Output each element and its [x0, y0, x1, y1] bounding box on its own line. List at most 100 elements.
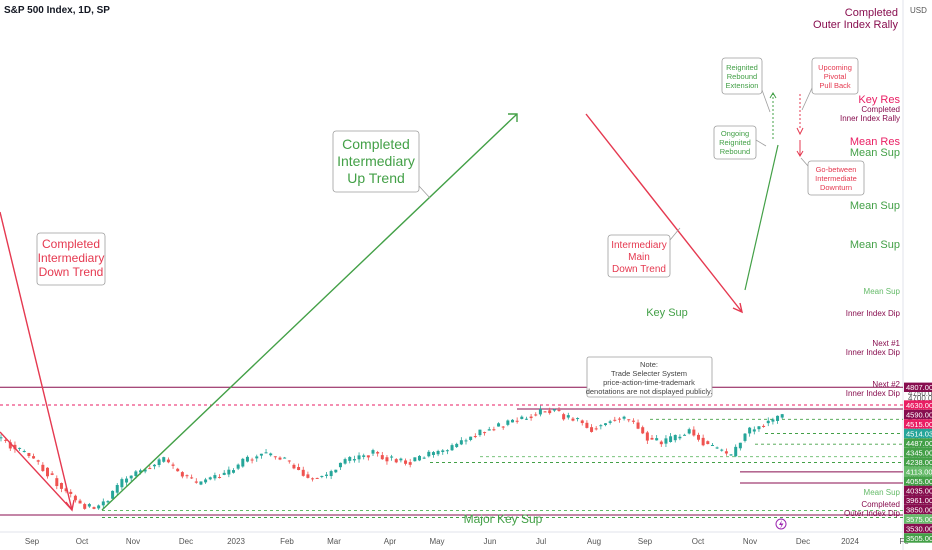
candle-body: [673, 434, 677, 441]
next1-label: Inner Index Dip: [846, 348, 901, 357]
callout-pointer: [755, 139, 767, 147]
candle-body: [273, 456, 277, 458]
callout-line: Reignited: [719, 138, 751, 147]
callout-pointer: [669, 227, 681, 241]
candle-body: [501, 426, 505, 428]
candle-body: [245, 456, 249, 462]
callout-pointer: [801, 87, 813, 111]
candle-body: [604, 423, 607, 426]
x-tick-label: Nov: [126, 537, 140, 546]
callout-box: [713, 125, 757, 160]
candle-body: [697, 434, 700, 440]
lightning-event-icon[interactable]: [775, 518, 787, 530]
callout-line: Rebound: [727, 72, 757, 81]
candle-body: [306, 474, 310, 478]
currency-label: USD: [910, 6, 927, 15]
candle-body: [724, 451, 728, 454]
price-label-text: 4113.00: [906, 467, 932, 476]
candle-body: [617, 418, 621, 420]
x-tick-label: Dec: [179, 537, 193, 546]
candle-body: [766, 420, 770, 424]
completed-up-trend-line: [101, 113, 518, 511]
x-tick-label: Nov: [743, 537, 757, 546]
callout-line: Intermediary: [611, 240, 667, 251]
price-label-text: 3575.00: [906, 515, 932, 524]
candle-body: [483, 432, 487, 434]
up-trend-arrowhead: [508, 113, 518, 122]
candle-body: [92, 507, 96, 509]
candle-body: [529, 416, 533, 419]
candle-body: [562, 414, 566, 420]
candle-body: [706, 441, 710, 445]
callout-box: [811, 57, 859, 95]
candle-body: [41, 464, 45, 471]
pullback-arrowhead: [796, 127, 804, 136]
x-tick-label: Oct: [692, 537, 705, 546]
candlestick-series: [0, 405, 784, 510]
candle-body: [524, 418, 528, 420]
mean-sup-label: Mean Sup: [850, 239, 900, 251]
candle-body: [641, 427, 645, 434]
callout-line: Extension: [726, 81, 759, 90]
candle-body: [325, 474, 328, 476]
candle-body: [73, 495, 77, 501]
go-between-arrowhead: [796, 150, 804, 157]
callout-completed-down: Completed Intermediary Down Trend: [36, 232, 106, 286]
price-label-tag: [904, 428, 932, 439]
candle-body: [301, 469, 305, 476]
candle-body: [622, 416, 626, 419]
extension-arrowhead: [769, 92, 777, 99]
candle-body: [152, 464, 156, 467]
candle-body: [357, 455, 361, 460]
x-tick-label: Feb: [280, 537, 294, 546]
callout-line: Downturn: [820, 183, 852, 192]
candle-body: [455, 443, 459, 448]
candle-body: [450, 445, 454, 451]
candle-body: [329, 471, 333, 477]
price-label-tag: [904, 466, 932, 477]
callout-line: Intermediate: [815, 174, 857, 183]
y-tick-label: 4750.00: [908, 389, 932, 398]
candle-body: [50, 473, 54, 475]
candle-body: [78, 500, 82, 504]
key-res-label: Key Res: [858, 94, 900, 106]
candle-body: [492, 429, 496, 431]
x-tick-label: Apr: [384, 537, 397, 546]
callout-line: Up Trend: [347, 170, 405, 186]
candle-body: [431, 452, 435, 455]
callout-line: Reignited: [726, 63, 758, 72]
candle-body: [664, 438, 668, 444]
x-tick-label: Dec: [796, 537, 810, 546]
price-label-text: 4055.00: [906, 477, 932, 486]
callout-main-down: Intermediary Main Down Trend: [607, 227, 681, 278]
candle-body: [185, 475, 189, 477]
main-down-arrowhead: [732, 302, 743, 314]
x-tick-label: Oct: [76, 537, 89, 546]
candle-body: [111, 490, 115, 499]
completed-inner-rally-label: Inner Index Rally: [840, 114, 900, 123]
candle-body: [720, 449, 724, 451]
mean-sup-label: Mean Sup: [850, 147, 900, 159]
candle-body: [27, 452, 31, 457]
candle-body: [636, 422, 640, 429]
callout-reignited-extension: Reignited Rebound Extension: [721, 57, 771, 113]
chart-title: S&P 500 Index, 1D, SP: [4, 5, 110, 16]
candle-body: [469, 436, 473, 440]
candle-body: [143, 469, 147, 472]
major-key-sup-label: Major Key Sup: [464, 512, 543, 526]
candle-body: [287, 460, 291, 462]
candle-body: [710, 444, 714, 446]
candle-body: [418, 455, 421, 461]
price-label-text: 4238.00: [906, 458, 932, 467]
candle-body: [227, 469, 231, 475]
price-label-tag: [904, 419, 932, 429]
main-down-trend-line: [585, 113, 743, 313]
candle-body: [743, 433, 747, 441]
price-label-tag: [904, 438, 932, 448]
price-label-tag: [904, 457, 932, 467]
candle-body: [645, 432, 649, 441]
callout-pointer: [761, 89, 771, 113]
next2-label: Inner Index Dip: [846, 389, 901, 398]
